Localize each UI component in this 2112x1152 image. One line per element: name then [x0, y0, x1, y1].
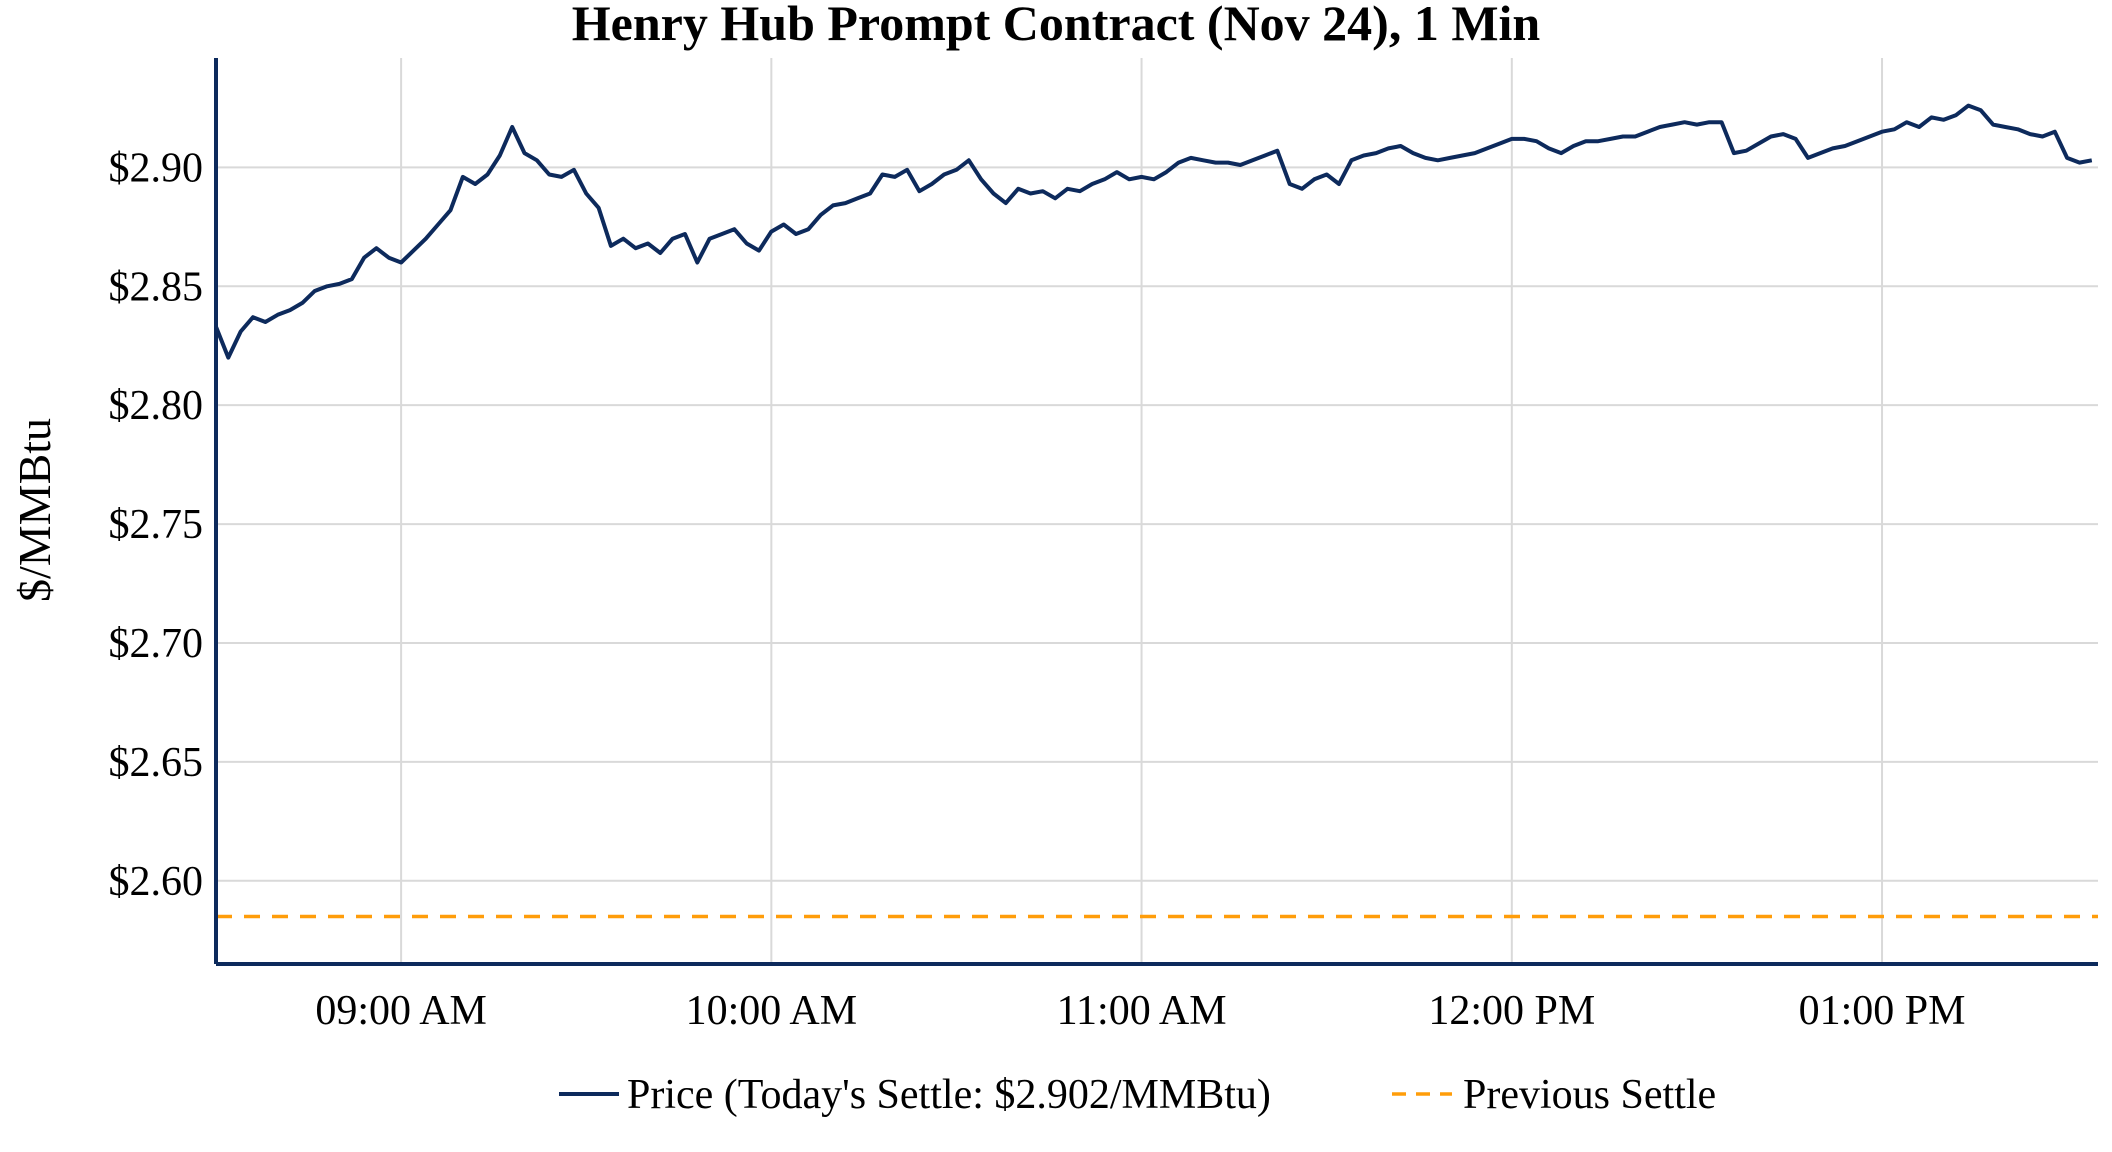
- x-tick-label: 01:00 PM: [1799, 988, 1966, 1034]
- legend: Price (Today's Settle: $2.902/MMBtu) Pre…: [559, 1072, 1716, 1118]
- y-tick-label: $2.90: [109, 145, 204, 191]
- axes: [214, 58, 2098, 966]
- series-layer: [214, 103, 2098, 919]
- y-tick-label: $2.70: [109, 621, 204, 667]
- y-tick-label: $2.65: [109, 740, 204, 786]
- legend-prev-settle-label: Previous Settle: [1463, 1072, 1716, 1118]
- y-axis-title: $/MMBtu: [9, 418, 60, 602]
- x-tick-label: 11:00 AM: [1057, 988, 1227, 1034]
- x-tick-label: 09:00 AM: [315, 988, 487, 1034]
- x-tick-label: 12:00 PM: [1428, 988, 1595, 1034]
- legend-price-label: Price (Today's Settle: $2.902/MMBtu): [627, 1072, 1271, 1118]
- chart-title: Henry Hub Prompt Contract (Nov 24), 1 Mi…: [572, 0, 1541, 51]
- y-tick-label: $2.85: [109, 264, 204, 310]
- y-tick-label: $2.60: [109, 859, 204, 905]
- price-series-line: [214, 103, 2093, 360]
- y-tick-label: $2.75: [109, 502, 204, 548]
- x-tick-label: 10:00 AM: [686, 988, 858, 1034]
- gridlines: [216, 58, 2098, 964]
- y-tick-label: $2.80: [109, 383, 204, 429]
- tick-labels: $2.60 $2.65 $2.70 $2.75 $2.80 $2.85 $2.90 09:00…: [109, 145, 1966, 1034]
